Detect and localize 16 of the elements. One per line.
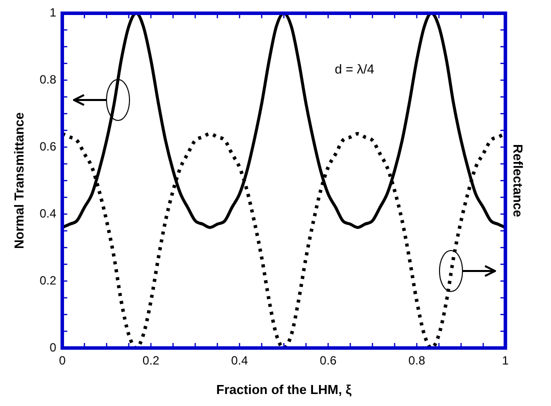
y-tick-label: 0.6 [40, 139, 57, 154]
x-tick-label: 0.2 [142, 354, 160, 368]
x-axis-title: Fraction of the LHM, ξ [216, 382, 352, 397]
y-tick-label: 0.4 [40, 206, 57, 220]
annotation: d = λ/4 [334, 62, 374, 77]
x-tick-label: 0.4 [231, 354, 248, 368]
x-tick-label: 1 [502, 354, 510, 368]
y-tick-label: 1 [50, 6, 57, 20]
y2-axis-title: Reflectance [510, 144, 526, 218]
x-tick-label: 0.6 [320, 354, 337, 368]
y-axis-title: Normal Transmittance [11, 112, 26, 249]
x-tick-label: 0.8 [408, 354, 426, 368]
y-tick-label: 0.8 [40, 72, 57, 86]
y-tick-label: 0.2 [40, 273, 57, 288]
y-tick-label: 0 [50, 340, 57, 354]
x-tick-label: 0 [58, 354, 66, 368]
